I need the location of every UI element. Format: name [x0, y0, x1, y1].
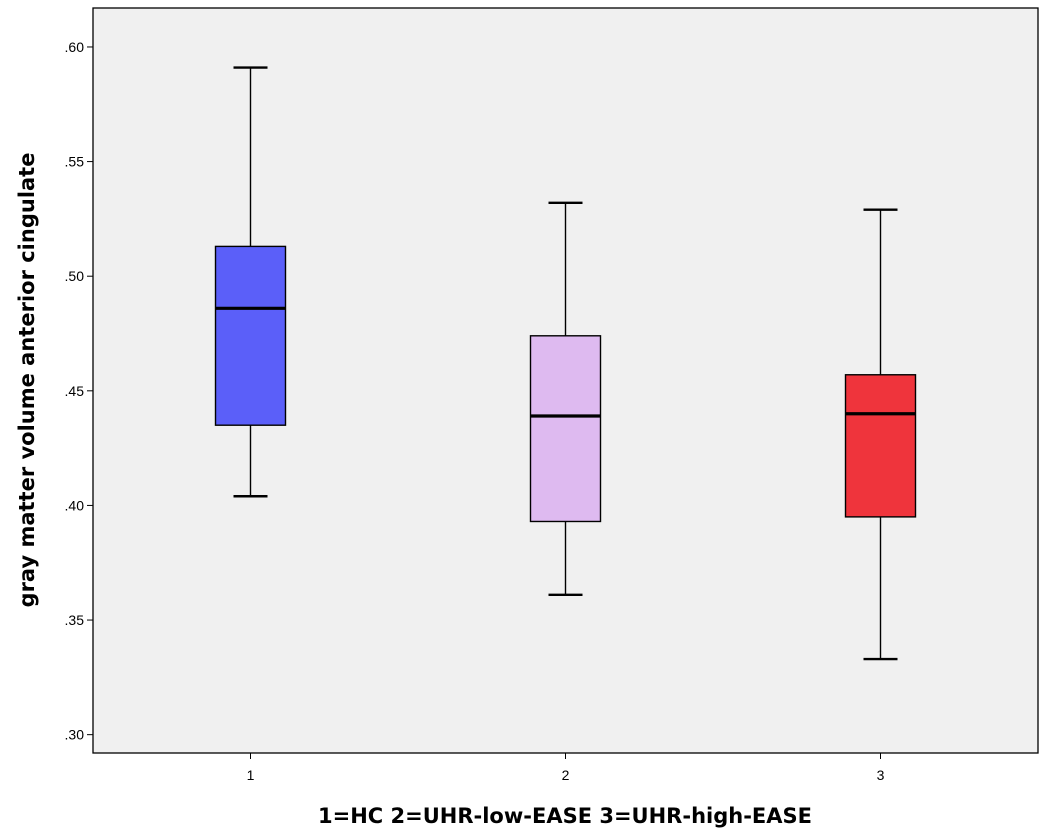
y-axis-title: gray matter volume anterior cingulate — [15, 153, 39, 608]
y-tick-label: .30 — [65, 727, 85, 743]
y-tick-label: .50 — [65, 268, 85, 284]
y-tick-label: .40 — [65, 497, 85, 513]
y-tick-label: .35 — [65, 612, 85, 628]
iqr-box — [844, 374, 917, 518]
x-axis-title: 1=HC 2=UHR-low-EASE 3=UHR-high-EASE — [318, 804, 812, 828]
box-group-2 — [529, 201, 602, 597]
y-tick-label: .60 — [65, 39, 85, 55]
y-tick-label: .45 — [65, 383, 85, 399]
x-tick-label: 3 — [877, 767, 885, 783]
box-group-3 — [844, 208, 917, 661]
y-axis: .30 .35 .40 .45 .50 .55 .60 — [65, 39, 93, 743]
y-tick-label: .55 — [65, 154, 85, 170]
iqr-box — [214, 245, 287, 426]
boxes — [214, 66, 917, 661]
box-group-1 — [214, 66, 287, 498]
x-axis: 1 2 3 — [247, 753, 885, 783]
iqr-box — [529, 335, 602, 523]
x-tick-label: 2 — [562, 767, 570, 783]
x-tick-label: 1 — [247, 767, 255, 783]
